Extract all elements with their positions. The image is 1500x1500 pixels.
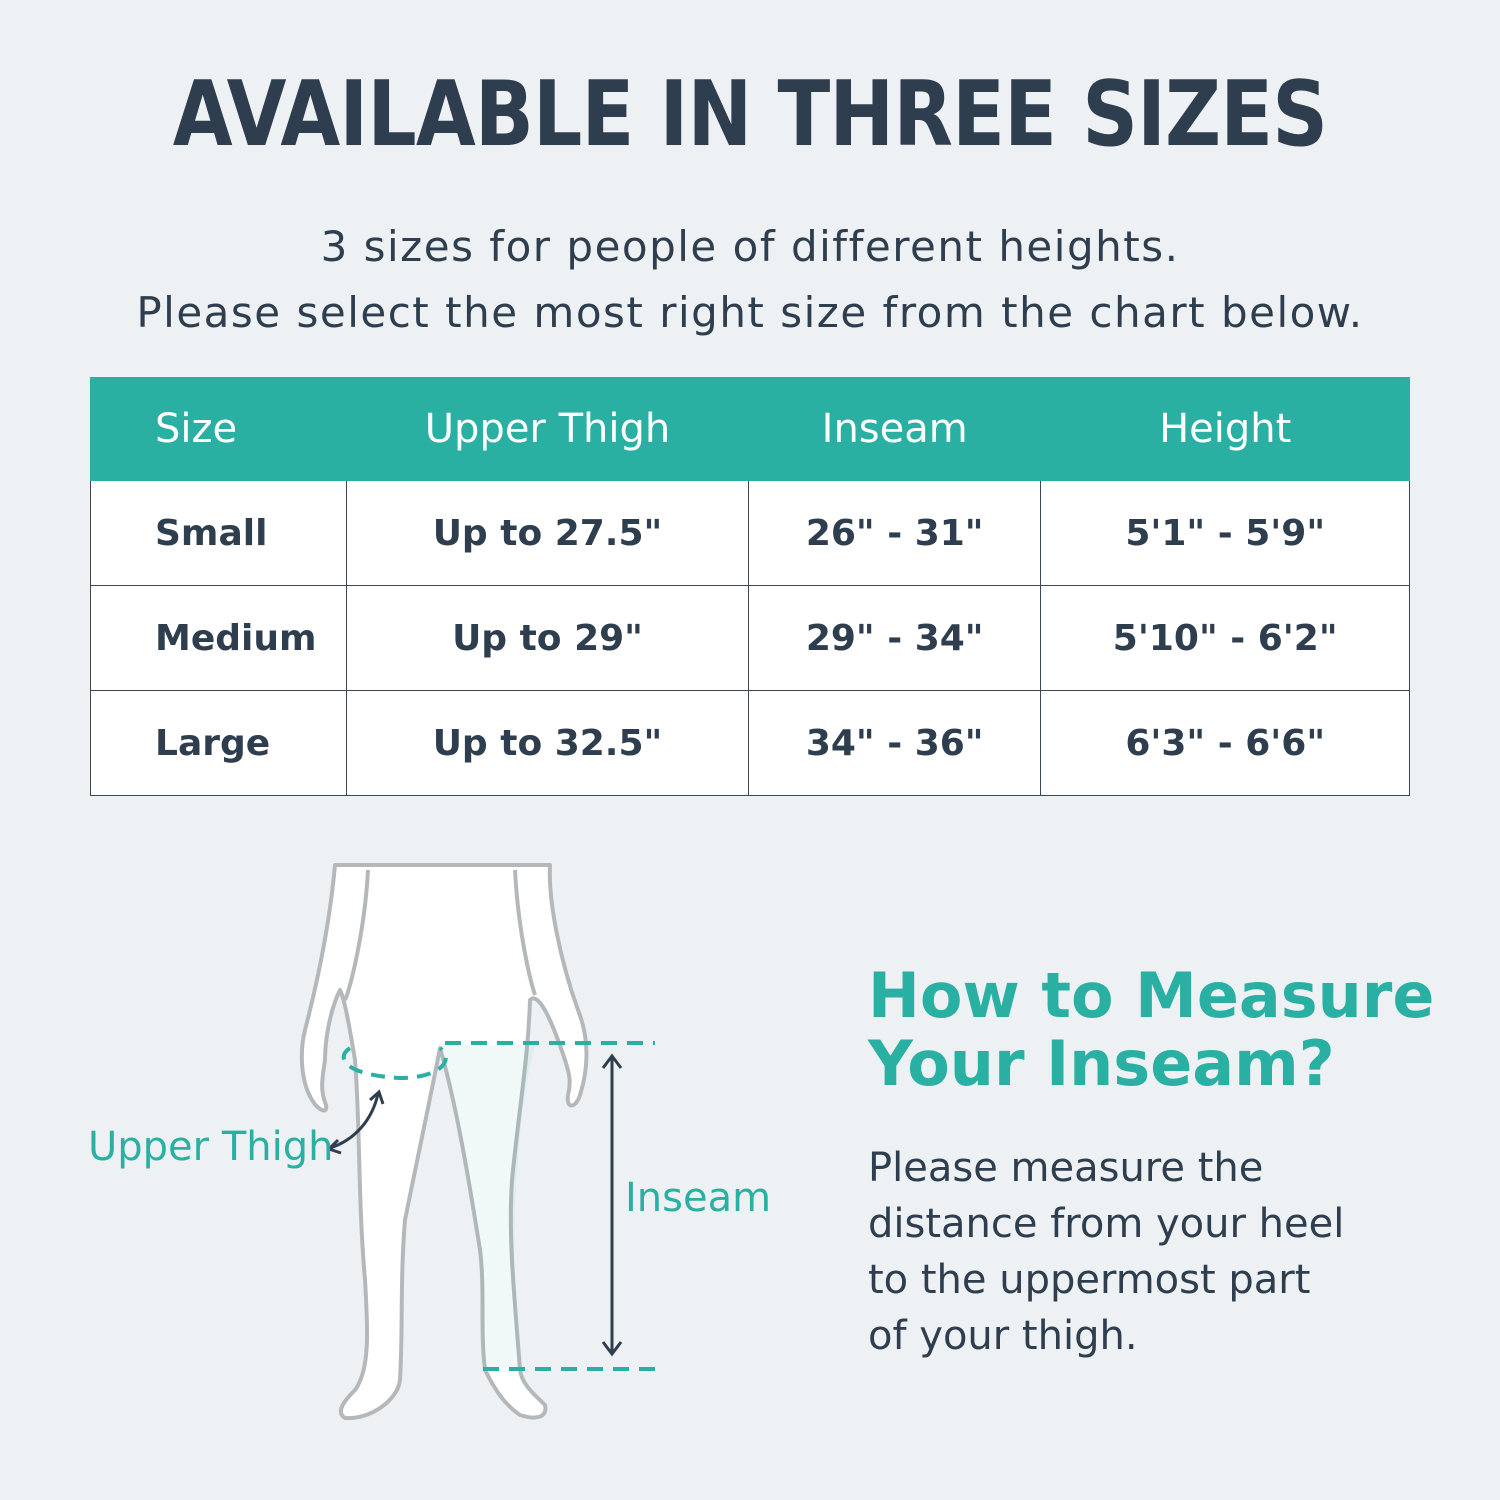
how-to-heading-line-2: Your Inseam? [868,1027,1335,1100]
cell: 5'1" - 5'9" [1040,480,1410,586]
inseam-shading [442,1045,535,1368]
header-inseam: Inseam [747,377,1042,481]
page-title: AVAILABLE IN THREE SIZES [172,62,1328,167]
arm-inner-left [343,869,370,1001]
header-upper-thigh: Upper Thigh [346,377,749,481]
how-to-description: Please measure the distance from your he… [868,1140,1428,1364]
table-row: Large Up to 32.5" 34" - 36" 6'3" - 6'6" [90,690,1410,796]
cell: 6'3" - 6'6" [1040,690,1410,796]
header-size: Size [90,377,347,481]
table-header-row: Size Upper Thigh Inseam Height [90,377,1410,481]
cell: 34" - 36" [747,690,1042,796]
inseam-label: Inseam [625,1175,772,1221]
cell: Up to 27.5" [346,480,749,586]
cell: Small [90,480,347,586]
upper-thigh-label: Upper Thigh [88,1124,334,1170]
cell: Up to 32.5" [346,690,749,796]
cell: 29" - 34" [747,585,1042,691]
desc-line: distance from your heel [868,1201,1345,1247]
upper-thigh-arrow-icon [329,1093,380,1150]
size-chart-table: Size Upper Thigh Inseam Height Small Up … [90,377,1410,796]
thigh-circumference-dashed [341,1046,448,1081]
desc-line: Please measure the [868,1145,1264,1191]
arm-inner-right [513,869,537,996]
cell: 26" - 31" [747,480,1042,586]
how-to-heading-line-1: How to Measure [868,959,1435,1032]
how-to-heading: How to Measure Your Inseam? [868,962,1434,1098]
table-row: Medium Up to 29" 29" - 34" 5'10" - 6'2" [90,585,1410,691]
subtitle-line-1: 3 sizes for people of different heights. [320,222,1180,271]
desc-line: to the uppermost part [868,1257,1311,1303]
table-row: Small Up to 27.5" 26" - 31" 5'1" - 5'9" [90,480,1410,586]
desc-line: of your thigh. [868,1313,1138,1359]
cell: Up to 29" [346,585,749,691]
cell: 5'10" - 6'2" [1040,585,1410,691]
cell: Large [90,690,347,796]
subtitle-line-2: Please select the most right size from t… [136,288,1364,337]
